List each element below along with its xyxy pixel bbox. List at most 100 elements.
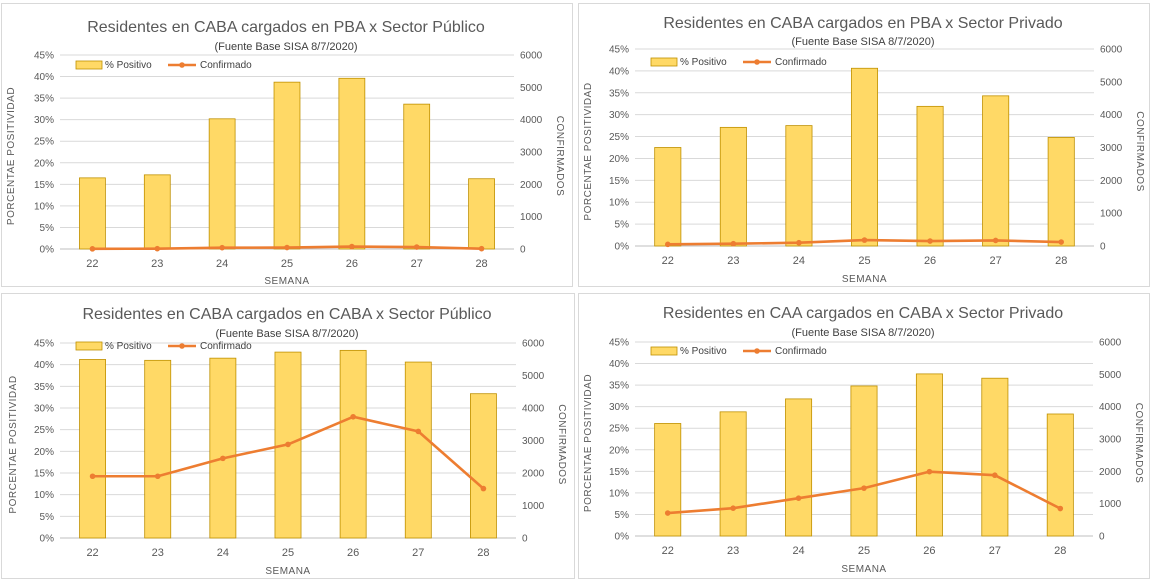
y-tick-label: 0% (40, 245, 55, 256)
y2-axis-title: CONFIRMADOS (1134, 111, 1145, 192)
y-tick-label: 45% (609, 338, 629, 349)
x-tick-label: 25 (858, 255, 870, 267)
chart-title: Residentes en CABA cargados en PBA x Sec… (663, 15, 1062, 32)
bar-positivo (785, 125, 813, 247)
y-axis-title: PORCENTAE POSITIVIDAD (583, 374, 594, 512)
bar-positivo (469, 393, 497, 539)
y-axis-title: PORCENTAE POSITIVIDAD (8, 375, 19, 513)
y2-tick-label: 3000 (522, 436, 545, 447)
y2-tick-label: 5000 (1100, 77, 1123, 88)
point-confirmado (413, 244, 420, 250)
y-tick-label: 40% (34, 360, 54, 371)
y-tick-label: 45% (34, 339, 54, 350)
x-axis-title: SEMANA (265, 566, 310, 577)
y-tick-label: 15% (34, 469, 54, 480)
x-tick-label: 28 (1054, 545, 1066, 557)
y-tick-label: 25% (609, 424, 629, 435)
y2-tick-label: 5000 (1099, 370, 1122, 381)
point-confirmado (927, 238, 933, 244)
y2-tick-label: 0 (520, 245, 526, 256)
x-tick-label: 26 (347, 547, 359, 559)
legend-swatch-positivo (650, 57, 678, 67)
chart-panel-pba-privado: Residentes en CABA cargados en PBA x Sec… (578, 3, 1150, 287)
y-tick-label: 35% (609, 88, 629, 99)
chart-panel-caba-privado: Residentes en CAA cargados en CABA x Sec… (578, 293, 1150, 579)
point-confirmado (478, 245, 485, 252)
point-confirmado (284, 244, 290, 251)
point-confirmado (1057, 505, 1064, 512)
y-tick-label: 35% (609, 381, 629, 392)
y2-tick-label: 4000 (1100, 110, 1123, 121)
y-tick-label: 20% (34, 447, 54, 458)
y-tick-label: 5% (40, 512, 55, 523)
y-tick-label: 15% (609, 467, 629, 478)
y2-tick-label: 0 (1099, 532, 1105, 543)
y-tick-label: 20% (34, 158, 54, 169)
bar-positivo (785, 398, 813, 537)
bar-positivo (144, 359, 172, 539)
y-tick-label: 25% (34, 425, 54, 436)
bar-positivo (143, 174, 171, 250)
legend-label-positivo: % Positivo (680, 346, 727, 357)
chart-subtitle: (Fuente Base SISA 8/7/2020) (214, 41, 357, 53)
x-tick-label: 23 (152, 547, 164, 559)
x-axis-title: SEMANA (264, 276, 309, 286)
point-confirmado (1058, 239, 1065, 245)
x-tick-label: 26 (923, 545, 935, 557)
point-confirmado (992, 472, 998, 479)
y2-tick-label: 2000 (1100, 176, 1123, 187)
y-tick-label: 35% (34, 94, 54, 105)
chart-title: Residentes en CABA cargados en CABA x Se… (82, 306, 491, 323)
point-confirmado (992, 237, 999, 244)
point-confirmado (861, 485, 867, 491)
y2-tick-label: 1000 (520, 212, 543, 223)
legend-marker-confirmado (179, 62, 185, 68)
x-tick-label: 28 (475, 258, 487, 270)
legend-label-confirmado: Confirmado (200, 341, 252, 352)
x-tick-label: 24 (792, 545, 804, 557)
legend-marker-confirmado (754, 348, 760, 354)
y-tick-label: 30% (609, 110, 629, 121)
y-tick-label: 45% (34, 51, 54, 62)
y-tick-label: 15% (34, 180, 54, 191)
legend-swatch-positivo (650, 346, 678, 356)
y2-tick-label: 1000 (1099, 499, 1122, 510)
x-tick-label: 28 (477, 547, 489, 559)
bar-positivo (719, 411, 747, 537)
y2-tick-label: 2000 (1099, 467, 1122, 478)
legend-swatch-positivo (75, 341, 103, 351)
y-tick-label: 5% (615, 510, 630, 521)
bar-positivo (404, 361, 432, 539)
bar-positivo (916, 105, 944, 247)
legend-marker-confirmado (179, 343, 185, 349)
point-confirmado (795, 495, 802, 501)
x-tick-label: 27 (989, 545, 1001, 557)
x-tick-label: 24 (216, 258, 228, 270)
y-tick-label: 10% (34, 201, 54, 212)
y-tick-label: 40% (609, 359, 629, 370)
bar-positivo (273, 81, 301, 250)
x-tick-label: 27 (412, 547, 424, 559)
bar-positivo (981, 377, 1009, 537)
bar-positivo (1046, 413, 1074, 537)
x-tick-label: 24 (217, 547, 229, 559)
bar-positivo (338, 77, 366, 250)
y-tick-label: 5% (40, 223, 55, 234)
x-tick-label: 22 (662, 255, 674, 267)
bar-positivo (79, 177, 106, 250)
point-confirmado (926, 468, 933, 475)
point-confirmado (89, 246, 96, 252)
point-confirmado (154, 473, 161, 480)
y2-tick-label: 4000 (1099, 402, 1122, 413)
y2-tick-label: 4000 (520, 115, 543, 126)
bar-positivo (850, 385, 878, 537)
point-confirmado (480, 485, 487, 492)
bar-positivo (209, 357, 237, 539)
y-tick-label: 20% (609, 445, 629, 456)
y2-tick-label: 5000 (520, 83, 543, 94)
y-tick-label: 10% (609, 198, 629, 209)
bar-positivo (339, 349, 367, 539)
point-confirmado (861, 237, 868, 243)
chart-subtitle: (Fuente Base SISA 8/7/2020) (791, 327, 934, 339)
y2-tick-label: 1000 (1100, 209, 1123, 220)
